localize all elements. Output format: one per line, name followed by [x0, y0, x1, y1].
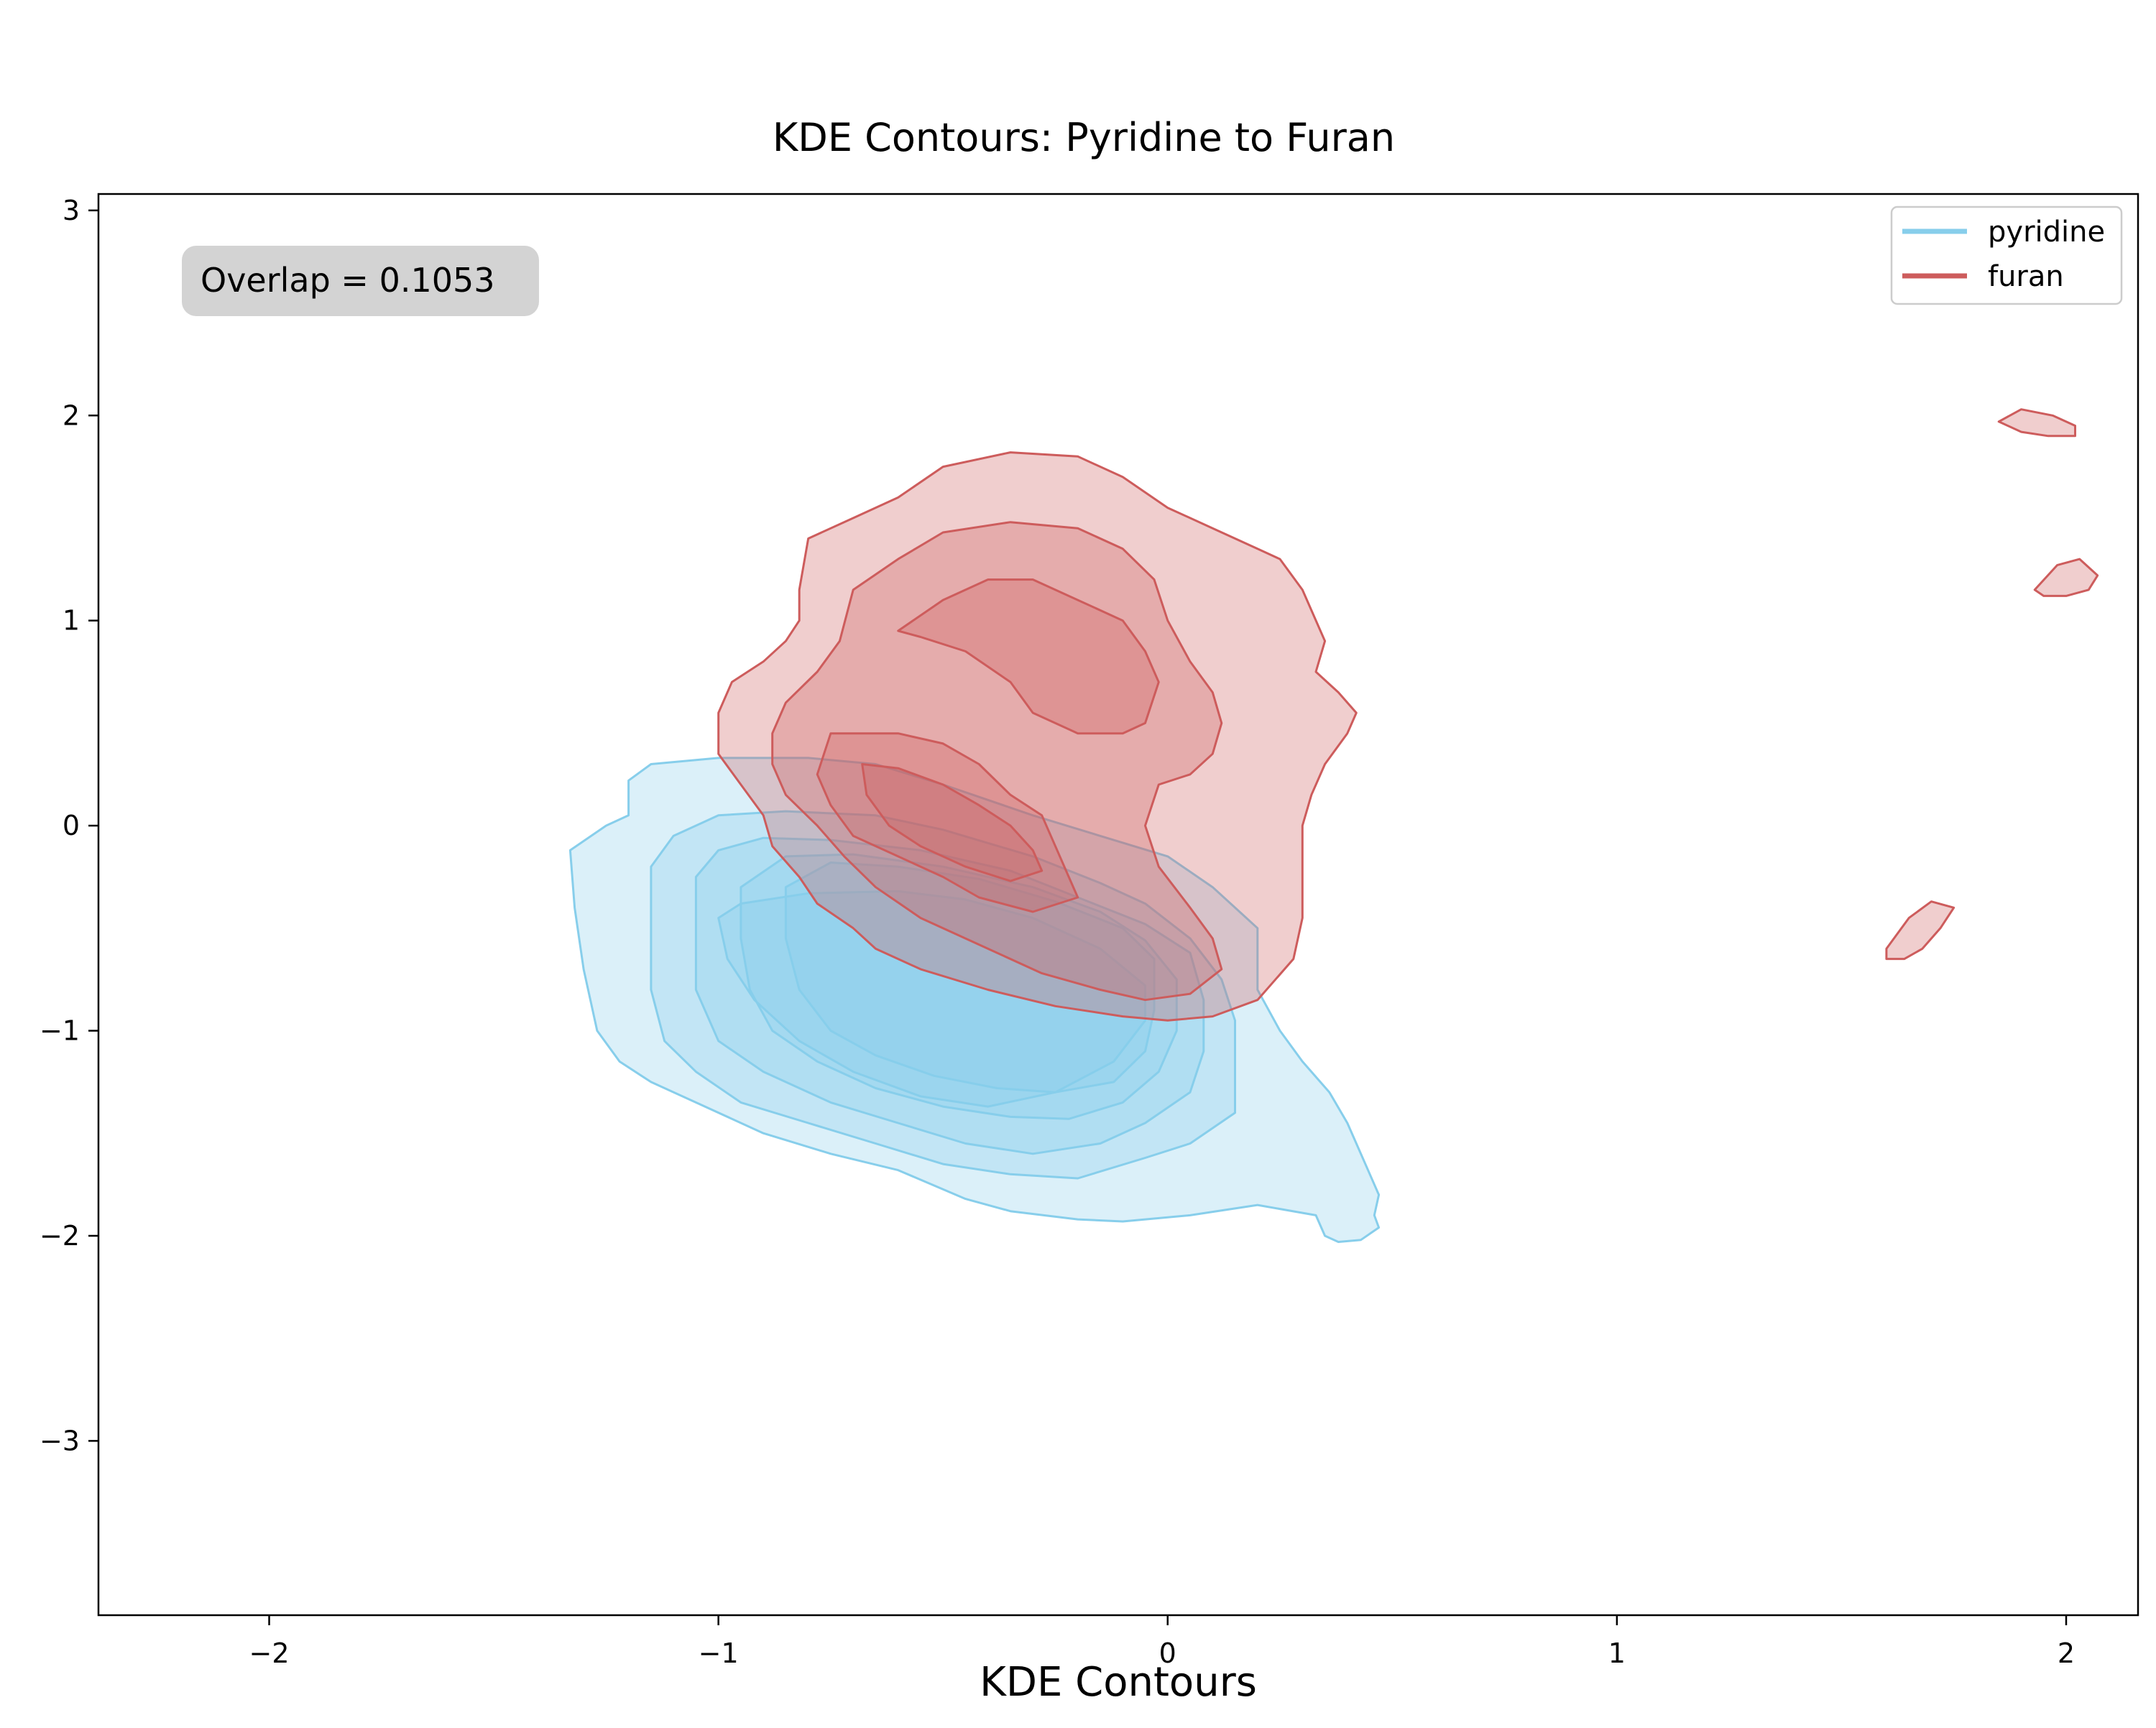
annotation-background: [182, 246, 539, 316]
y-tick-label: 0: [63, 810, 80, 841]
overlap-annotation: Overlap = 0.1053: [182, 246, 539, 316]
contour-layer: [568, 408, 2099, 1243]
y-tick-label: −1: [40, 1015, 80, 1047]
x-axis-label: KDE Contours: [980, 1659, 1257, 1706]
plot-frame: [97, 193, 2139, 1617]
y-tick-label: 2: [63, 399, 80, 431]
series-furan: [717, 408, 2099, 1022]
annotation-text: Overlap = 0.1053: [201, 261, 495, 300]
contour-furan-2: [897, 578, 1160, 735]
legend: pyridine furan: [1890, 205, 2123, 305]
contour-furan-7: [1885, 900, 1955, 961]
chart-title: KDE Contours: Pyridine to Furan: [773, 115, 1395, 160]
series-pyridine: [568, 757, 1381, 1243]
contour-furan-3: [816, 732, 1079, 913]
x-tick-label: −2: [249, 1637, 290, 1669]
legend-label-pyridine: pyridine: [1988, 216, 2105, 249]
contour-furan-5: [1997, 408, 2076, 438]
y-axis: 3 2 1 0 −1 −2 −3: [40, 195, 98, 1456]
contour-furan-6: [2033, 558, 2099, 597]
contour-furan-0: [717, 451, 1358, 1022]
x-tick-label: 2: [2058, 1637, 2075, 1669]
y-tick-label: −3: [40, 1425, 80, 1456]
contour-furan-1: [771, 521, 1223, 1002]
legend-label-furan: furan: [1988, 260, 2064, 293]
x-tick-label: 1: [1608, 1637, 1626, 1669]
y-tick-label: −2: [40, 1220, 80, 1252]
y-tick-label: 3: [63, 195, 80, 226]
x-tick-label: −1: [699, 1637, 739, 1669]
y-tick-label: 1: [63, 605, 80, 637]
x-axis: −2 −1 0 1 2: [249, 1615, 2075, 1669]
contour-pyridine-3: [740, 853, 1178, 1120]
contour-pyridine-0: [568, 757, 1381, 1243]
contour-pyridine-2: [694, 836, 1205, 1155]
x-tick-label: 0: [1159, 1637, 1176, 1669]
contour-furan-4: [861, 763, 1044, 882]
contour-pyridine-4: [784, 861, 1156, 1094]
